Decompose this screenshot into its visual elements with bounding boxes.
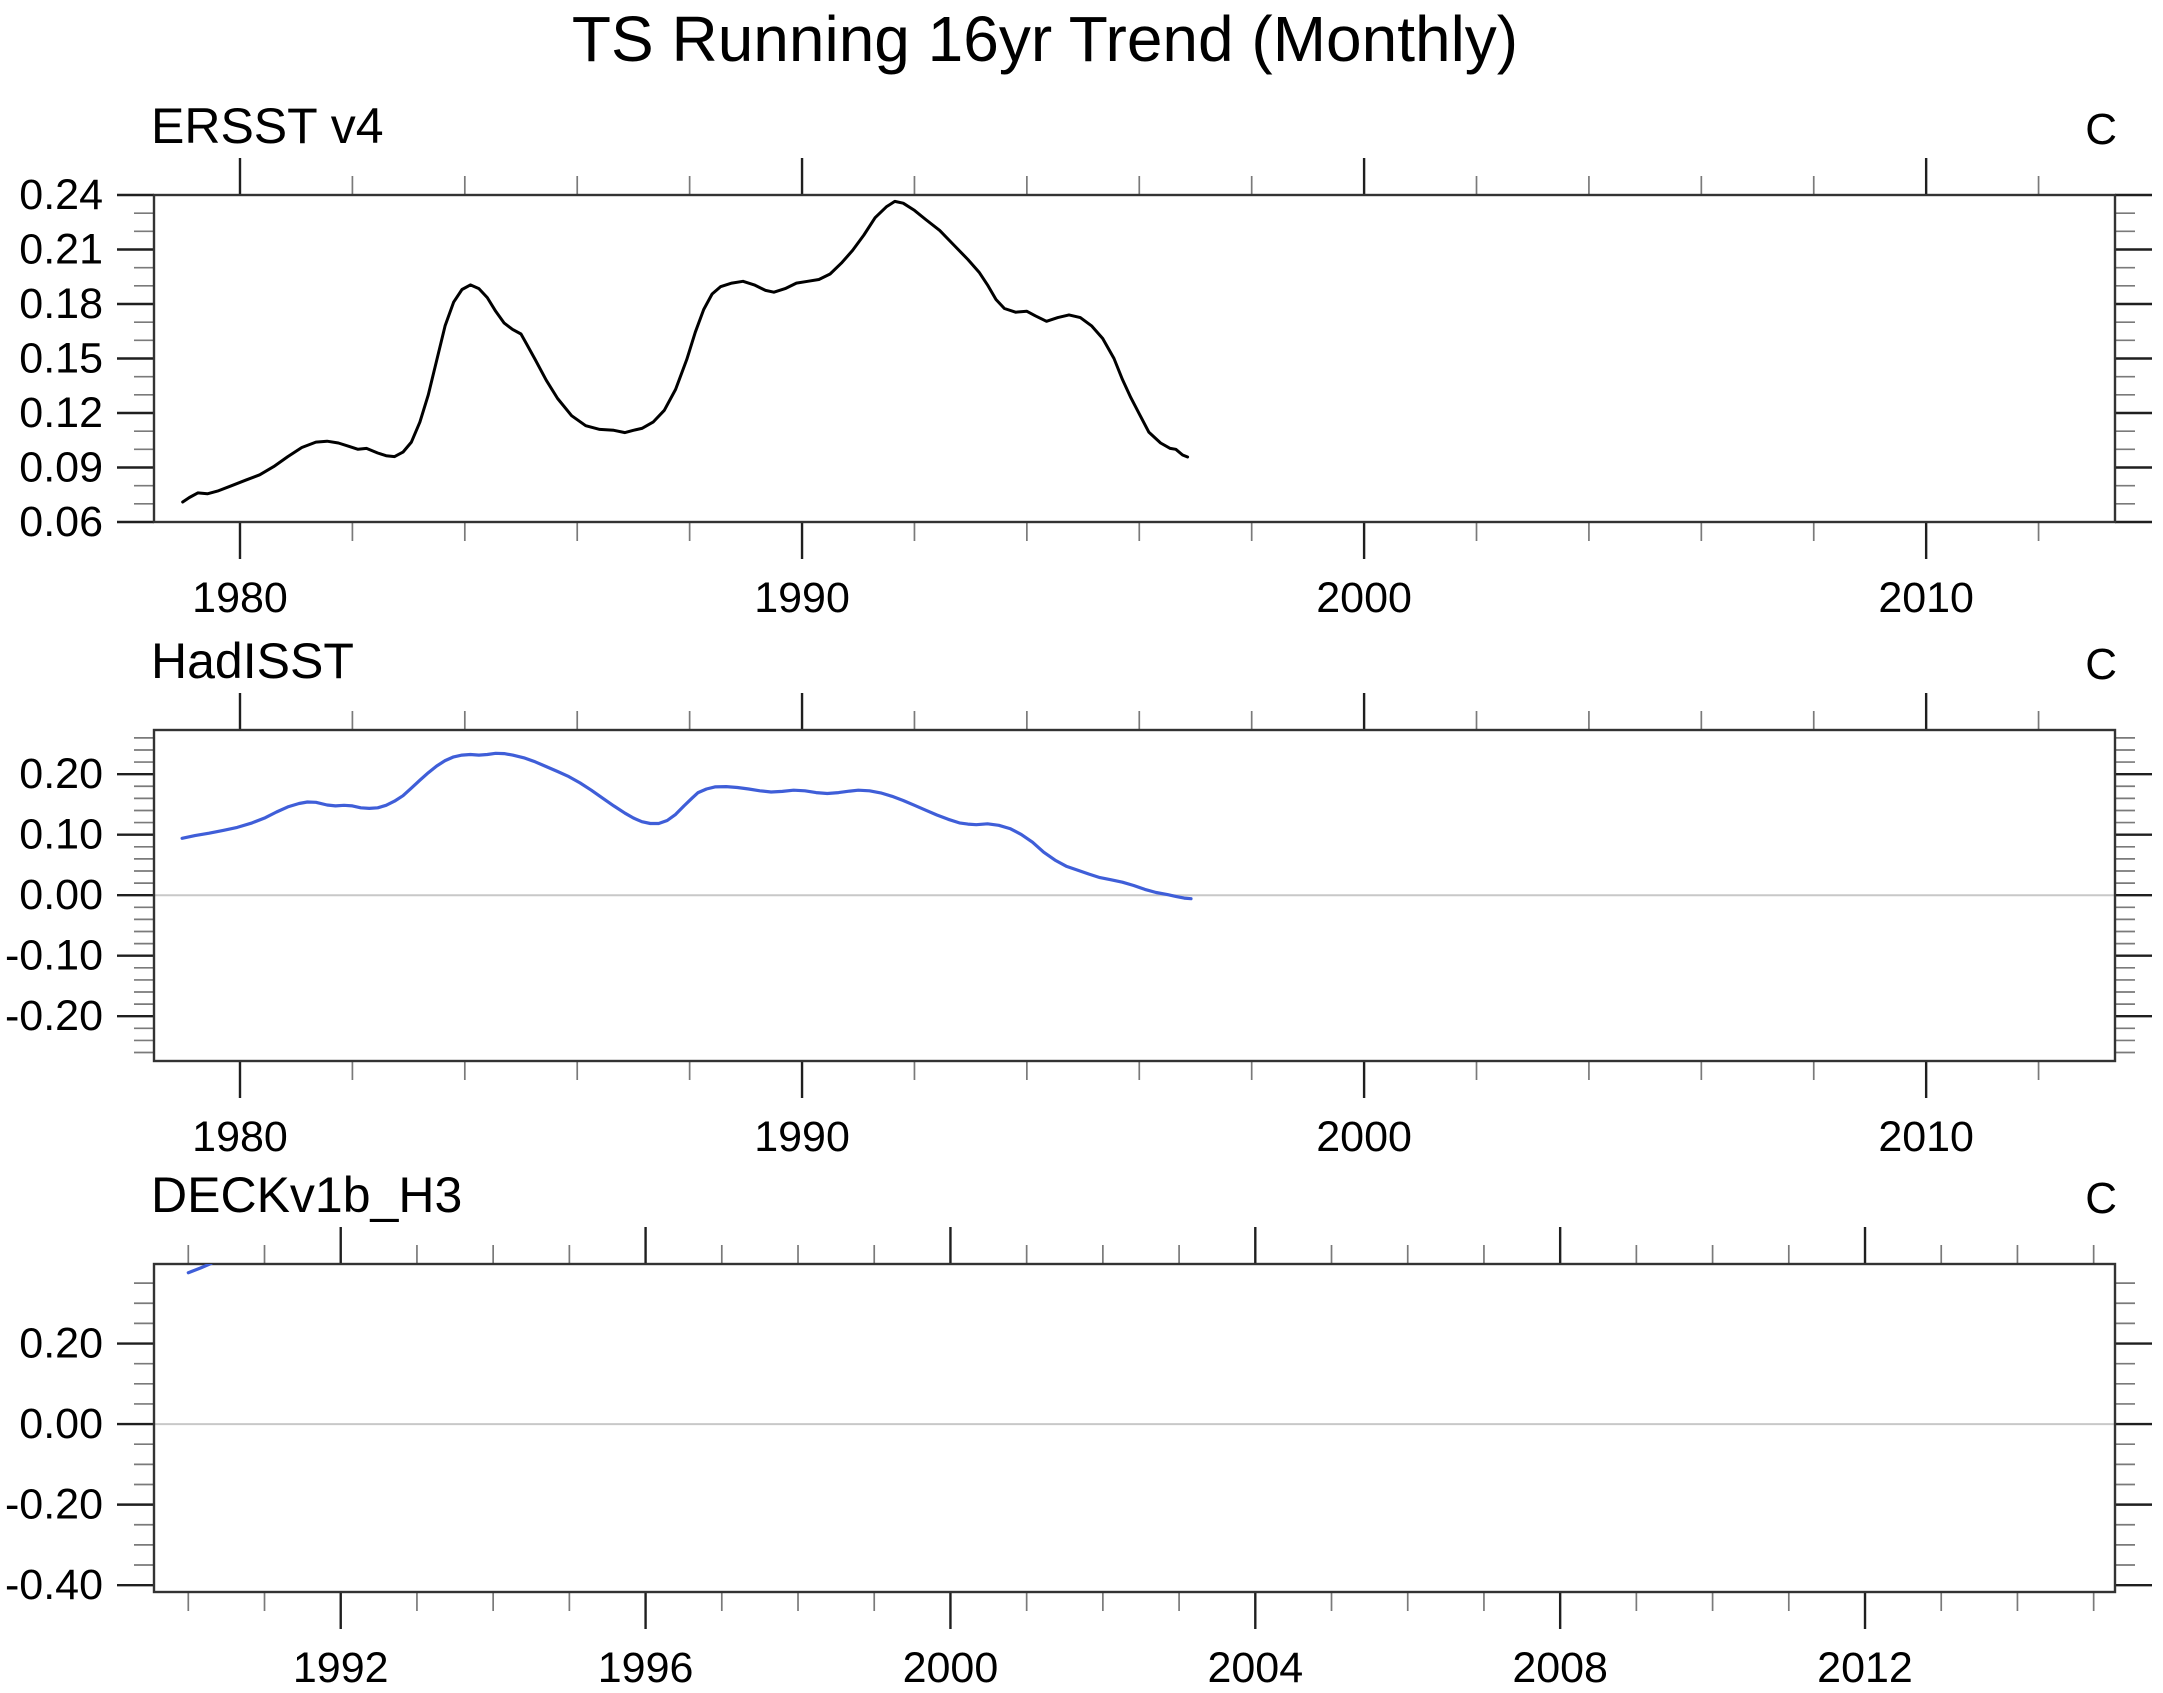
x-tick-label: 2000 <box>903 1644 999 1692</box>
unit-label-ersst-v4: C <box>2085 105 2117 154</box>
y-tick-label: 0.09 <box>19 444 103 492</box>
y-tick-label: 0.00 <box>19 871 103 919</box>
y-tick-label: 0.15 <box>19 335 103 383</box>
unit-label-hadisst: C <box>2085 640 2117 689</box>
x-tick-label: 1980 <box>192 574 288 622</box>
plot-frame <box>152 728 2117 1063</box>
x-tick-label: 1996 <box>598 1644 694 1692</box>
x-tick-label: 1990 <box>754 574 850 622</box>
y-tick-label: 0.20 <box>19 1320 103 1368</box>
y-tick-label: 0.18 <box>19 280 103 328</box>
curve-deckv1b-h3 <box>186 1264 213 1275</box>
x-tick-label: 2010 <box>1878 574 1974 622</box>
panel-1-plot: 0.24 0.21 0.18 0.15 0.12 0.09 0.06 1980 1990 2000… <box>19 158 2152 622</box>
x-tick-label: 2000 <box>1316 1113 1412 1161</box>
x-tick-label: 2012 <box>1817 1644 1913 1692</box>
y-tick-label: -0.20 <box>5 1481 103 1529</box>
page-title: TS Running 16yr Trend (Monthly) <box>571 3 1519 75</box>
curve-ersst-v4 <box>181 199 1190 504</box>
y-tick-label: 0.21 <box>19 226 103 274</box>
panel-title-hadisst: HadISST <box>151 633 354 689</box>
x-tick-label: 1990 <box>754 1113 850 1161</box>
panel-title-ersst-v4: ERSST v4 <box>151 98 384 154</box>
x-tick-label: 2010 <box>1878 1113 1974 1161</box>
curve-hadisst <box>180 751 1193 901</box>
y-tick-label: -0.20 <box>5 992 103 1040</box>
x-tick-label: 2008 <box>1512 1644 1608 1692</box>
x-tick-label: 2004 <box>1207 1644 1303 1692</box>
x-tick-label: 1992 <box>293 1644 389 1692</box>
y-tick-label: -0.10 <box>5 932 103 980</box>
plot-frame <box>152 193 2117 524</box>
panel-title-deckv1b-h3: DECKv1b_H3 <box>151 1167 463 1223</box>
y-tick-label: 0.12 <box>19 389 103 437</box>
x-tick-label: 2000 <box>1316 574 1412 622</box>
plot-frame <box>152 1262 2117 1594</box>
unit-label-deckv1b-h3: C <box>2085 1174 2117 1223</box>
y-tick-label: 0.10 <box>19 811 103 859</box>
y-tick-label: 0.06 <box>19 498 103 546</box>
y-tick-label: -0.40 <box>5 1561 103 1609</box>
x-tick-label: 1980 <box>192 1113 288 1161</box>
y-tick-label: 0.00 <box>19 1400 103 1448</box>
panel-2-plot: 0.20 0.10 0.00 -0.10 -0.20 1980 1990 2000 2010 <box>5 693 2152 1161</box>
y-tick-label: 0.24 <box>19 171 103 219</box>
y-tick-label: 0.20 <box>19 750 103 798</box>
panel-3-plot: 0.20 0.00 -0.20 -0.40 1992 1996 2000 2004 2008 20… <box>5 1227 2152 1692</box>
